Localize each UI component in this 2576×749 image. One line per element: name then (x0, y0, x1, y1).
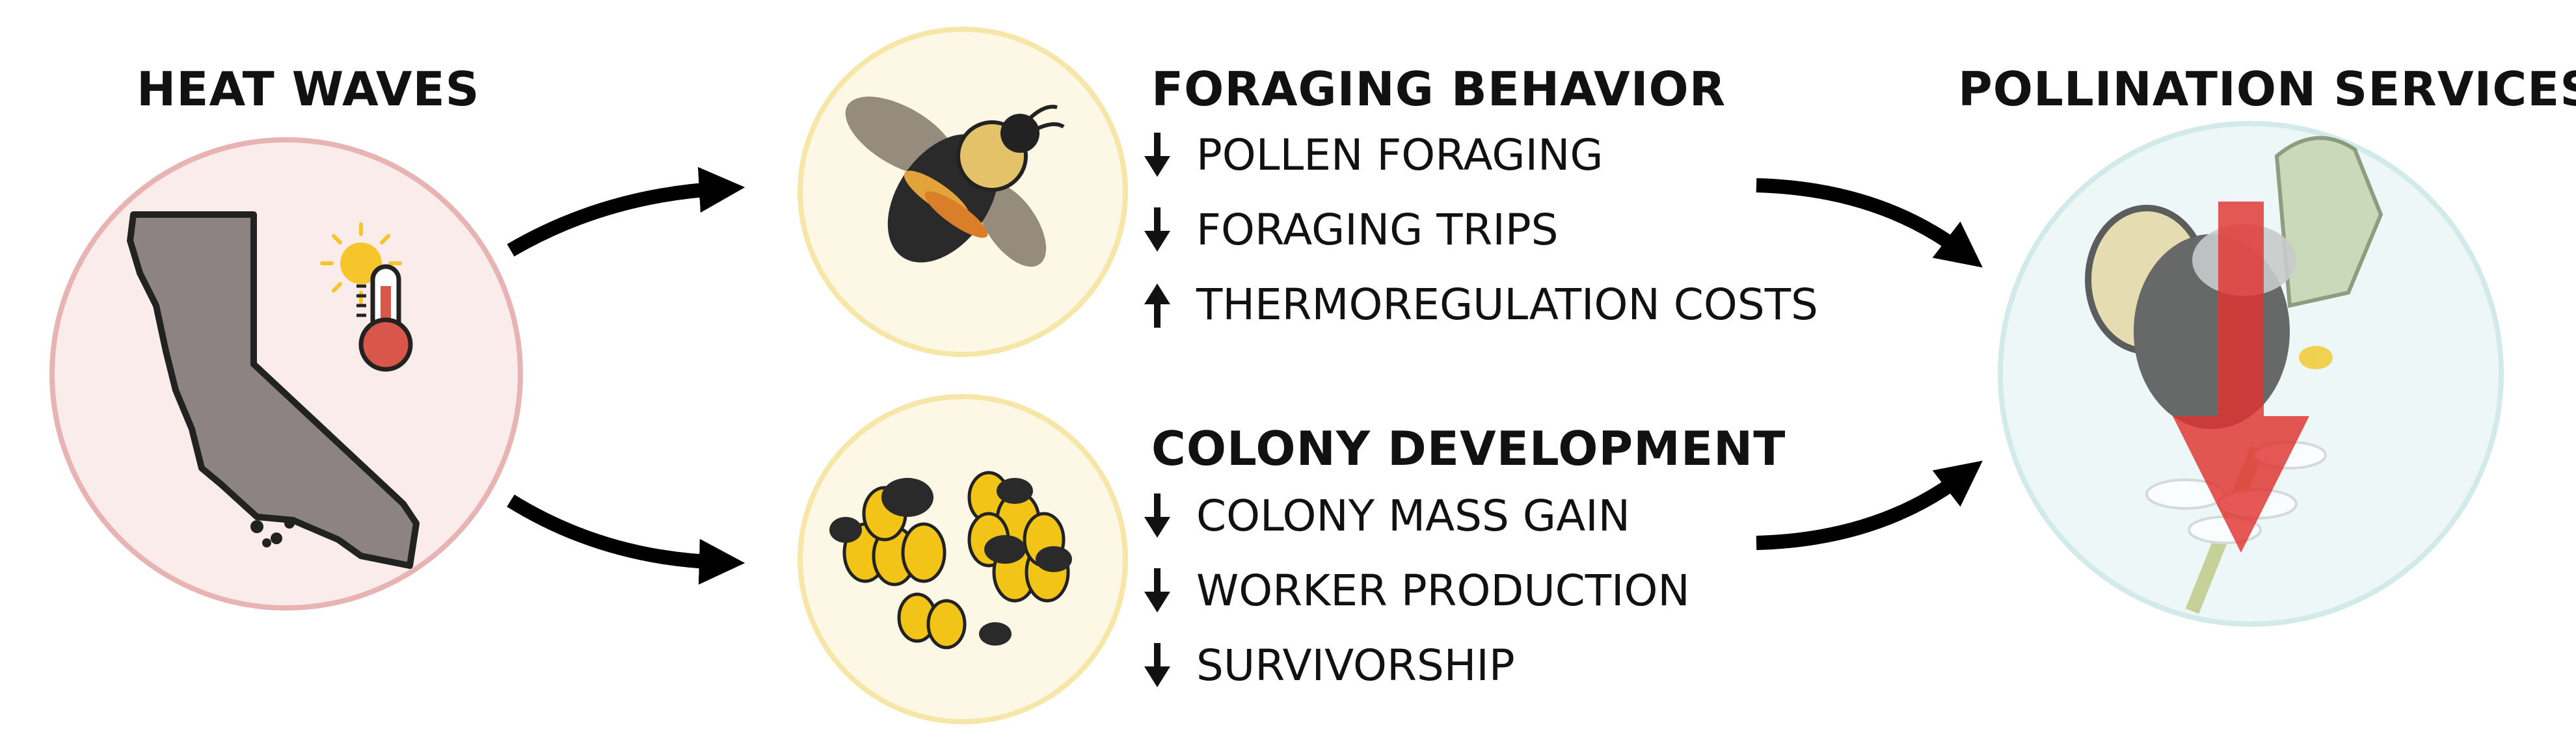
heat-waves-circle (49, 137, 523, 611)
foraging-item: FORAGING TRIPS (1142, 205, 1559, 255)
california-map-icon (127, 211, 420, 569)
colony-bees (829, 478, 1072, 646)
bee-on-flower-icon (2085, 136, 2383, 614)
sun-icon (320, 222, 402, 304)
down-arrow-icon (1142, 568, 1173, 614)
foraging-item-label: FORAGING TRIPS (1196, 205, 1559, 255)
arrow-from-colony (1756, 460, 1983, 550)
colony-item: COLONY MASS GAIN (1142, 491, 1630, 541)
down-arrow-icon (1142, 207, 1173, 253)
pollination-title: POLLINATION SERVICES (1958, 62, 2576, 116)
down-arrow-icon (1142, 132, 1173, 178)
decline-arrow-icon (2173, 202, 2309, 553)
down-arrow-icon (1142, 493, 1173, 539)
arrow-from-foraging (1756, 178, 1983, 268)
foraging-circle (798, 27, 1128, 357)
colony-item: SURVIVORSHIP (1142, 640, 1515, 690)
channel-islands (250, 518, 295, 547)
bumble-bee-icon (845, 96, 1065, 267)
foraging-item-label: POLLEN FORAGING (1196, 130, 1603, 180)
pollination-circle (1998, 121, 2504, 627)
heat-waves-title: HEAT WAVES (137, 62, 480, 116)
colony-circle (798, 394, 1128, 724)
colony-item-label: WORKER PRODUCTION (1196, 566, 1690, 616)
thermometer-icon (356, 264, 413, 372)
colony-item-label: SURVIVORSHIP (1196, 640, 1515, 690)
arrow-to-colony (507, 494, 745, 585)
colony-item-label: COLONY MASS GAIN (1196, 491, 1631, 541)
foraging-item: THERMOREGULATION COSTS (1142, 280, 1818, 330)
foraging-item-label: THERMOREGULATION COSTS (1196, 280, 1818, 330)
foraging-title: FORAGING BEHAVIOR (1151, 62, 1726, 116)
up-arrow-icon (1142, 282, 1173, 328)
arrow-to-foraging (507, 166, 745, 257)
colony-title: COLONY DEVELOPMENT (1151, 421, 1786, 476)
foraging-item: POLLEN FORAGING (1142, 130, 1603, 180)
colony-item: WORKER PRODUCTION (1142, 566, 1690, 616)
down-arrow-icon (1142, 642, 1173, 689)
